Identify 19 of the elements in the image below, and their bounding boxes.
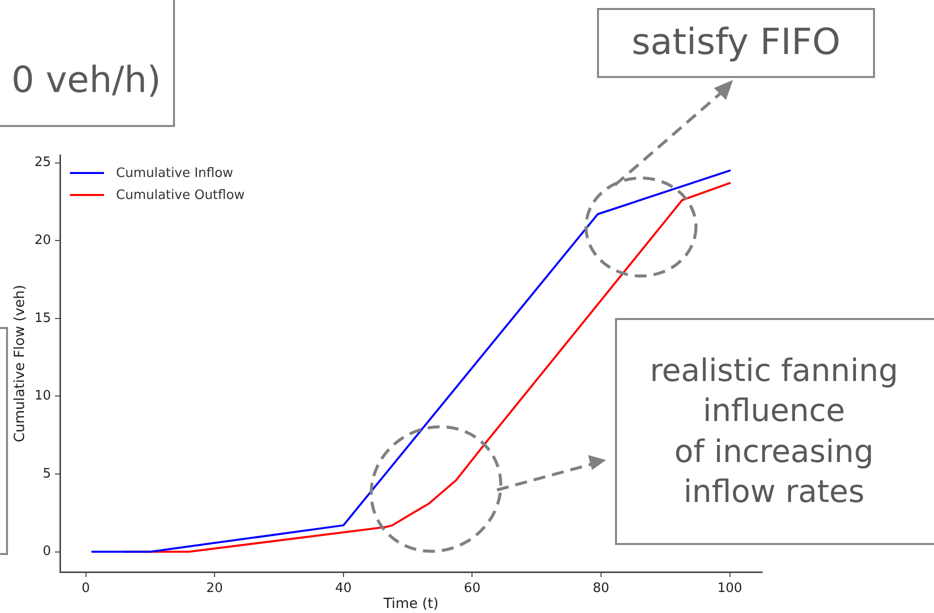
y-tick-label: 20 bbox=[34, 232, 51, 248]
y-tick-label: 25 bbox=[34, 155, 51, 170]
legend-label: Cumulative Inflow bbox=[116, 166, 234, 180]
y-tick-label: 5 bbox=[42, 466, 51, 482]
y-tick-label: 0 bbox=[42, 544, 51, 560]
y-tick-label: 10 bbox=[34, 388, 51, 404]
text: 0 veh/h) bbox=[11, 59, 161, 104]
x-axis-title: Time (t) bbox=[382, 596, 439, 612]
x-tick-label: 100 bbox=[717, 581, 742, 596]
y-tick-label: 15 bbox=[34, 310, 51, 326]
x-tick-label: 20 bbox=[206, 581, 223, 596]
x-tick-label: 60 bbox=[464, 581, 480, 596]
legend-label: Cumulative Outflow bbox=[116, 188, 245, 202]
y-axis-title: Cumulative Flow (veh) bbox=[12, 284, 28, 442]
text: satisfy FIFO bbox=[632, 20, 840, 65]
x-tick-label: 40 bbox=[335, 581, 352, 596]
x-tick-label: 80 bbox=[592, 581, 610, 596]
annotation: realistic fanning influence of increasing inflow rates bbox=[650, 352, 898, 512]
x-tick-label: 0 bbox=[82, 581, 90, 596]
